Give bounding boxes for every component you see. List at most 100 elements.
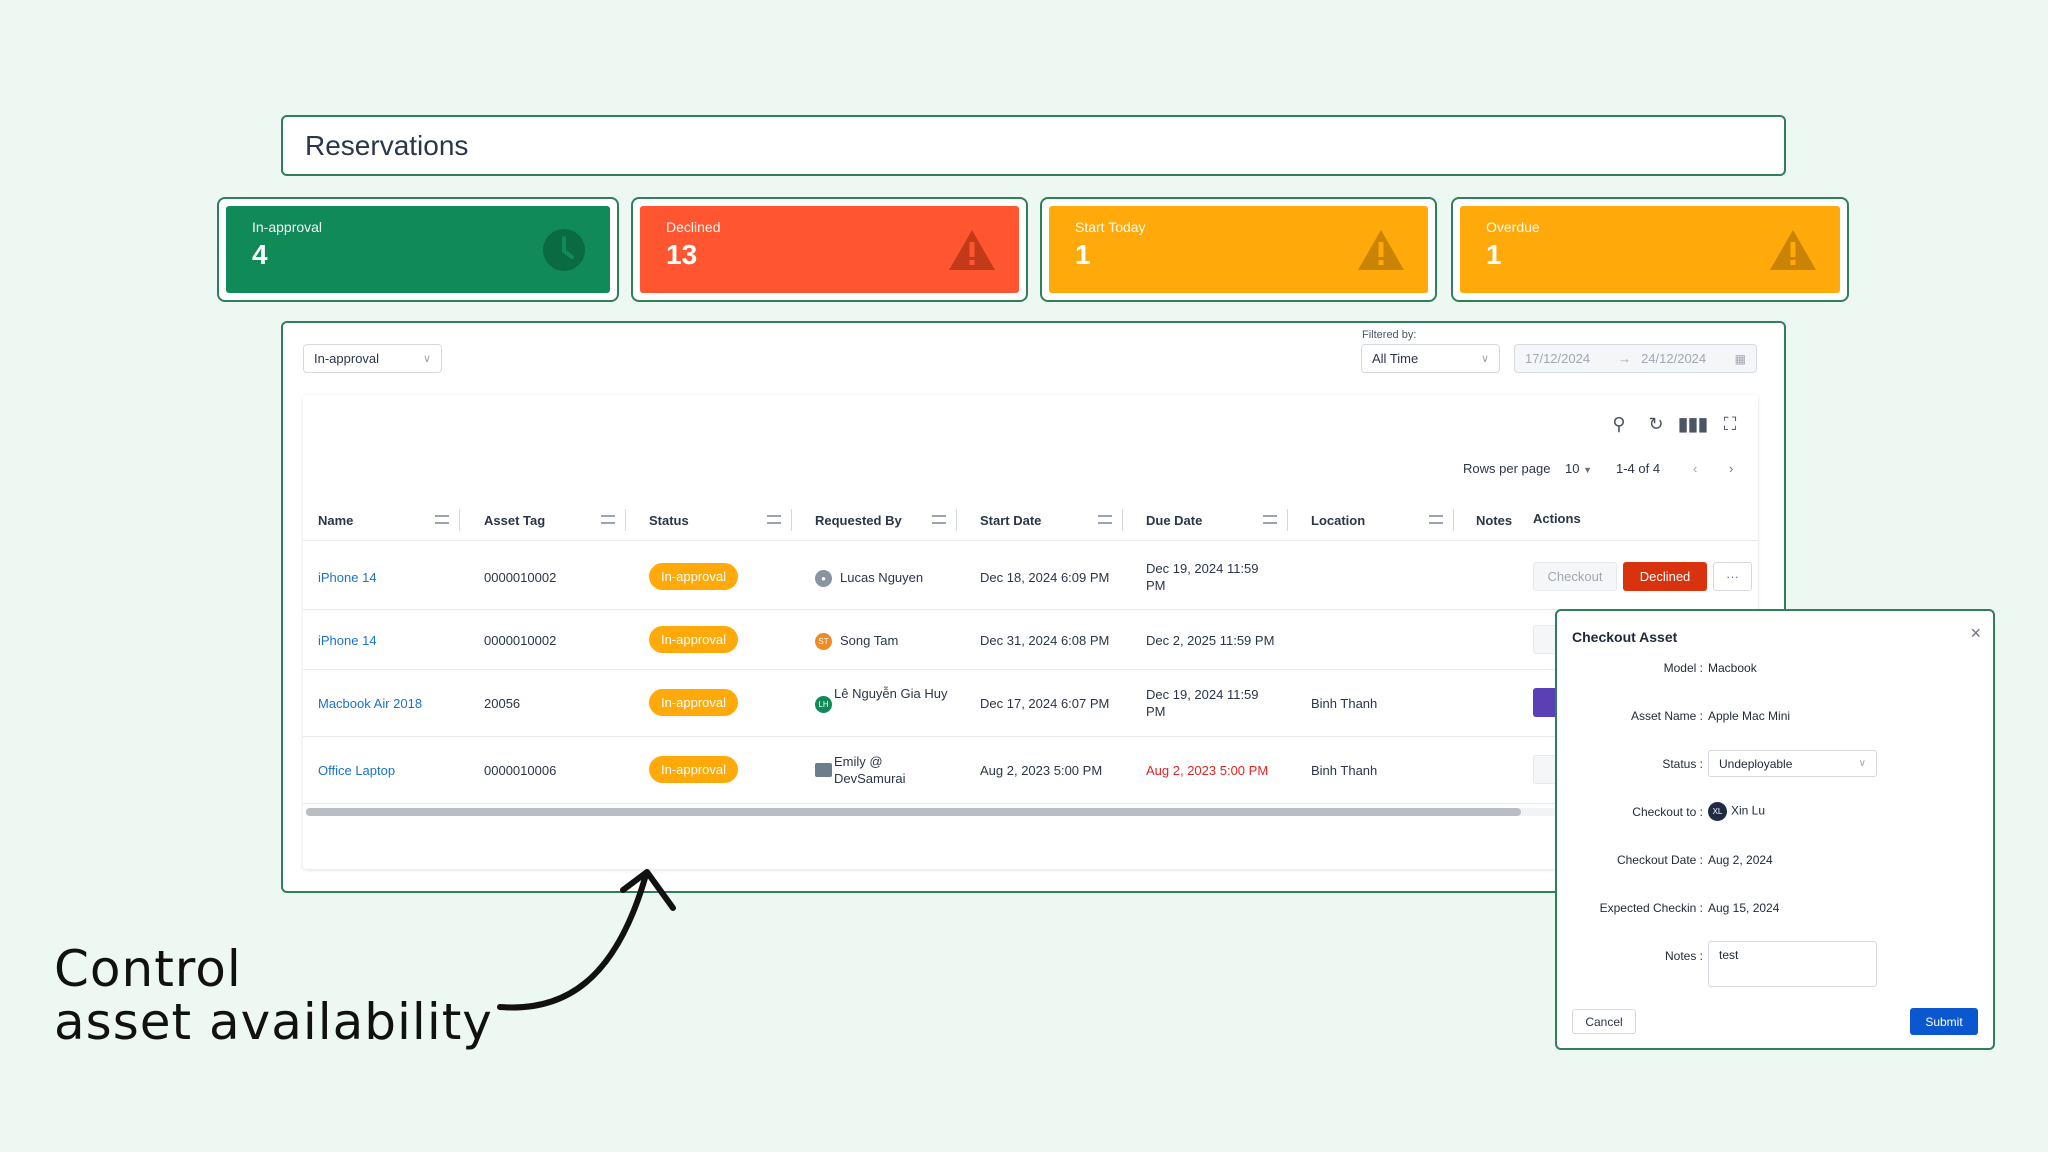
column-divider[interactable] (1453, 509, 1454, 531)
checkout-to-user[interactable]: XL Xin Lu (1708, 802, 1765, 821)
column-header-actions: Actions (1533, 510, 1581, 526)
reservations-table: ⚲ ↻ ▮▮▮ ⛶ Rows per page 10 ▼ 1-4 of 4 ‹ … (303, 395, 1758, 869)
column-header-location[interactable]: Location (1311, 512, 1366, 528)
stat-value: 13 (666, 239, 698, 270)
stat-card-declined[interactable]: Declined 13 (631, 197, 1028, 302)
scrollbar-thumb[interactable] (306, 808, 1521, 816)
checkout-asset-modal: Checkout Asset × Model : Macbook Asset N… (1555, 609, 1995, 1050)
stat-card-body: In-approval 4 (226, 206, 610, 293)
column-header-requested-by[interactable]: Requested By (815, 512, 902, 528)
expected-checkin-label: Expected Checkin : (1599, 901, 1703, 915)
date-range-picker[interactable]: 17/12/2024 → 24/12/2024 ▦ (1514, 344, 1757, 373)
status-filter-select[interactable]: In-approval ∨ (303, 344, 442, 373)
asset-name-link[interactable]: iPhone 14 (318, 633, 377, 648)
requester-name: Song Tam (840, 633, 899, 648)
due-date-overdue: Aug 2, 2023 5:00 PM (1146, 763, 1269, 778)
column-menu-icon[interactable] (1098, 515, 1112, 524)
asset-name-link[interactable]: Macbook Air 2018 (318, 696, 423, 711)
due-date: Dec 2, 2025 11:59 PM (1146, 633, 1275, 648)
modal-title: Checkout Asset (1572, 629, 1678, 645)
declined-button[interactable]: Declined (1623, 562, 1707, 591)
requester-name: Lucas Nguyen (840, 570, 924, 585)
avatar: LH (815, 696, 832, 713)
column-header-notes[interactable]: Notes (1476, 512, 1513, 528)
notes-textarea[interactable]: test (1708, 941, 1877, 987)
refresh-icon[interactable]: ↻ (1648, 413, 1664, 434)
column-divider[interactable] (1122, 509, 1123, 531)
due-date: Dec 19, 2024 11:59 PM (1146, 561, 1259, 593)
avatar: XL (1708, 802, 1727, 821)
row-divider (303, 609, 1758, 610)
stat-card-overdue[interactable]: Overdue 1 (1451, 197, 1849, 302)
page-header: Reservations (281, 115, 1786, 176)
location: Binh Thanh (1311, 763, 1378, 778)
time-filter-value: All Time (1372, 351, 1419, 366)
checkout-to-name: Xin Lu (1731, 803, 1766, 818)
chevron-right-icon[interactable]: › (1729, 461, 1734, 476)
checkout-button[interactable]: Checkout (1533, 562, 1617, 591)
submit-button[interactable]: Submit (1910, 1008, 1978, 1035)
status-filter-value: In-approval (314, 351, 380, 366)
time-filter-select[interactable]: All Time ∨ (1361, 344, 1500, 373)
stat-label: In-approval (252, 219, 323, 235)
fullscreen-icon[interactable]: ⛶ (1723, 413, 1737, 434)
checkout-to-label: Checkout to : (1632, 805, 1703, 819)
asset-tag: 20056 (484, 696, 521, 711)
status-select[interactable]: Undeployable ∨ (1708, 750, 1877, 777)
cancel-button[interactable]: Cancel (1572, 1009, 1636, 1034)
curved-arrow-icon (497, 869, 676, 1011)
column-menu-icon[interactable] (1429, 515, 1443, 524)
column-header-start-date[interactable]: Start Date (980, 512, 1042, 528)
stat-label: Start Today (1075, 219, 1146, 235)
clock-icon (543, 229, 585, 271)
stat-label: Declined (666, 219, 721, 235)
status-label: Status : (1662, 757, 1703, 771)
asset-name-link[interactable]: Office Laptop (318, 763, 396, 778)
asset-name-link[interactable]: iPhone 14 (318, 570, 377, 585)
caption-line-1: Control (54, 940, 242, 998)
start-date: Dec 31, 2024 6:08 PM (980, 633, 1110, 648)
close-icon[interactable]: × (1970, 623, 1981, 643)
column-menu-icon[interactable] (601, 515, 615, 524)
start-date: Aug 2, 2023 5:00 PM (980, 763, 1103, 778)
start-date: Dec 18, 2024 6:09 PM (980, 570, 1110, 585)
rows-per-page-value: 10 (1565, 461, 1580, 476)
model-value: Macbook (1708, 661, 1757, 675)
calendar-icon: ▦ (1734, 351, 1746, 366)
column-divider[interactable] (791, 509, 792, 531)
column-divider[interactable] (956, 509, 957, 531)
column-menu-icon[interactable] (767, 515, 781, 524)
column-header-status[interactable]: Status (649, 512, 689, 528)
checkout-date-label: Checkout Date : (1616, 853, 1703, 867)
column-menu-icon[interactable] (932, 515, 946, 524)
column-menu-icon[interactable] (435, 515, 449, 524)
rows-per-page-select[interactable]: 10 ▼ (1565, 461, 1592, 476)
column-divider[interactable] (459, 509, 460, 531)
columns-icon[interactable]: ▮▮▮ (1678, 413, 1708, 434)
column-menu-icon[interactable] (1263, 515, 1277, 524)
date-end: 24/12/2024 (1641, 351, 1707, 366)
filtered-by-label: Filtered by: (1362, 329, 1417, 341)
warning-icon (949, 230, 995, 270)
asset-tag: 0000010006 (484, 763, 557, 778)
stat-card-start-today[interactable]: Start Today 1 (1040, 197, 1437, 302)
expected-checkin-value: Aug 15, 2024 (1708, 901, 1780, 915)
column-header-asset-tag[interactable]: Asset Tag (484, 512, 546, 528)
column-header-name[interactable]: Name (318, 512, 354, 528)
caption-line-2: asset availability (54, 993, 493, 1051)
column-divider[interactable] (625, 509, 626, 531)
rows-per-page-label: Rows per page (1463, 461, 1551, 476)
chevron-left-icon[interactable]: ‹ (1693, 461, 1698, 476)
column-header-due-date[interactable]: Due Date (1146, 512, 1203, 528)
chevron-down-icon: ∨ (422, 353, 431, 365)
more-actions-button[interactable]: ··· (1713, 562, 1752, 591)
requester-name: Emily @ DevSamurai (834, 754, 906, 786)
search-icon[interactable]: ⚲ (1612, 413, 1626, 434)
stat-card-in-approval[interactable]: In-approval 4 (217, 197, 619, 302)
asset-tag: 0000010002 (484, 633, 557, 648)
column-divider[interactable] (1287, 509, 1288, 531)
asset-tag: 0000010002 (484, 570, 557, 585)
status-badge: In-approval (649, 563, 738, 590)
stat-card-body: Start Today 1 (1049, 206, 1428, 293)
stat-card-body: Overdue 1 (1460, 206, 1840, 293)
